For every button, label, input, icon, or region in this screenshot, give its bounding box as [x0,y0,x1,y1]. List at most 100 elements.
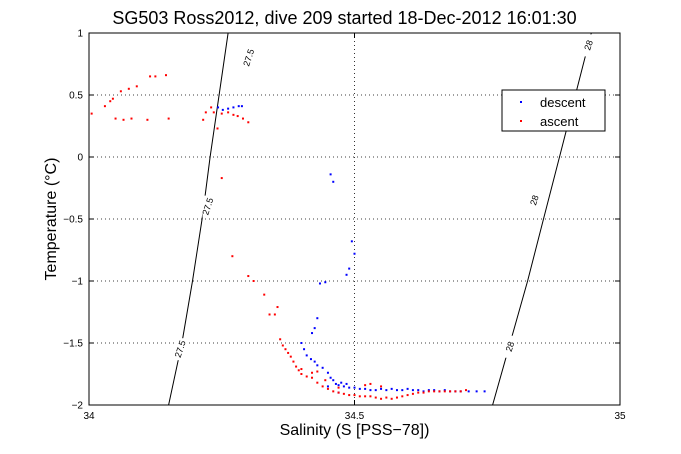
ascent-point [279,338,282,341]
ascent-point [216,127,219,130]
ascent-point [300,373,303,375]
ascent-point [220,177,223,180]
descent-point [305,354,308,357]
descent-point [406,387,409,390]
descent-point [326,385,329,388]
descent-point [342,385,345,388]
descent-point [227,107,230,110]
plot-area: 34 34.5 35−2−1.5−1−0.500.5127.527.527.5282… [63,29,626,423]
ascent-point [321,385,324,388]
ascent-point [401,395,404,398]
ascent-point [380,385,383,388]
ascent-point [443,390,446,393]
legend-label: descent [540,95,586,110]
ascent-point [204,111,207,114]
y-tick-label: −1.5 [63,339,83,350]
ascent-point [167,117,170,120]
contour-label-bg [174,338,187,361]
descent-point [395,389,398,392]
ascent-point [227,111,230,114]
ascent-point [433,390,436,393]
descent-point [353,252,356,255]
ascent-point [289,355,292,358]
ascent-point [210,106,213,109]
ascent-point [109,100,112,103]
descent-point [380,387,383,390]
ascent-point [337,386,340,389]
ascent-point [252,280,255,282]
ascent-point [268,313,271,316]
ascent-point [287,351,290,354]
descent-point [240,105,243,108]
ascent-point [90,112,93,115]
ascent-point [241,117,244,120]
ascent-point [369,395,372,398]
ascent-point [427,390,430,393]
ascent-point [202,118,205,121]
contour-label-bg [583,34,596,57]
ascent-point [273,313,276,316]
descent-point [374,389,377,392]
contour-label-bg [504,335,517,358]
x-tick-label: 34.5 [345,411,365,422]
legend: descent ascent [501,89,606,132]
ascent-point [119,90,122,93]
ascent-point [374,396,377,399]
x-tick-label: 35 [614,411,626,422]
descent-point [358,387,361,390]
descent-point [326,371,329,374]
ascent-point [326,387,329,390]
descent-point [311,332,314,335]
descent-point [332,180,335,183]
descent-point [321,366,324,369]
descent-point [337,384,340,387]
contour-label: 28 [582,39,595,52]
descent-point [422,390,425,393]
ascent-point [212,111,215,114]
ascent-point [342,392,345,395]
contour-label-bg [529,189,542,212]
descent-point [364,387,367,390]
ascent-point [422,391,425,394]
descent-point [237,105,240,108]
descent-point [316,317,319,320]
ascent-point [295,365,298,368]
y-tick-label: −0.5 [63,215,83,226]
descent-point [303,348,306,351]
ascent-point [135,85,138,88]
descent-point [475,390,478,393]
ascent-point [449,390,452,393]
ascent-point [411,392,414,395]
descent-point [390,387,393,390]
descent-point [467,390,470,393]
y-tick-label: −2 [72,401,84,412]
ascent-point [220,112,223,115]
ascent-point [332,390,335,393]
ascent-point [364,395,367,398]
ascent-point [146,118,149,121]
ascent-point [353,394,356,397]
descent-point [350,240,353,243]
descent-point [369,389,372,392]
descent-point [483,390,486,393]
ascent-point [103,105,106,108]
ascent-point [236,115,239,118]
contour-label: 28 [528,194,541,207]
descent-point [318,282,321,285]
descent-point [345,382,348,385]
ascent-point [122,118,125,121]
descent-point [348,386,351,389]
ascent-point [316,370,319,373]
descent-point [401,389,404,392]
descent-point [324,281,327,284]
descent-point [340,381,343,384]
ascent-point [311,376,314,379]
contour-label: 28 [504,340,517,353]
ascent-point [284,348,287,351]
ascent-point [395,396,398,399]
ascent-point [348,394,351,397]
ascent-point [247,275,250,278]
ascent-point [385,396,388,399]
descent-point [329,376,332,379]
